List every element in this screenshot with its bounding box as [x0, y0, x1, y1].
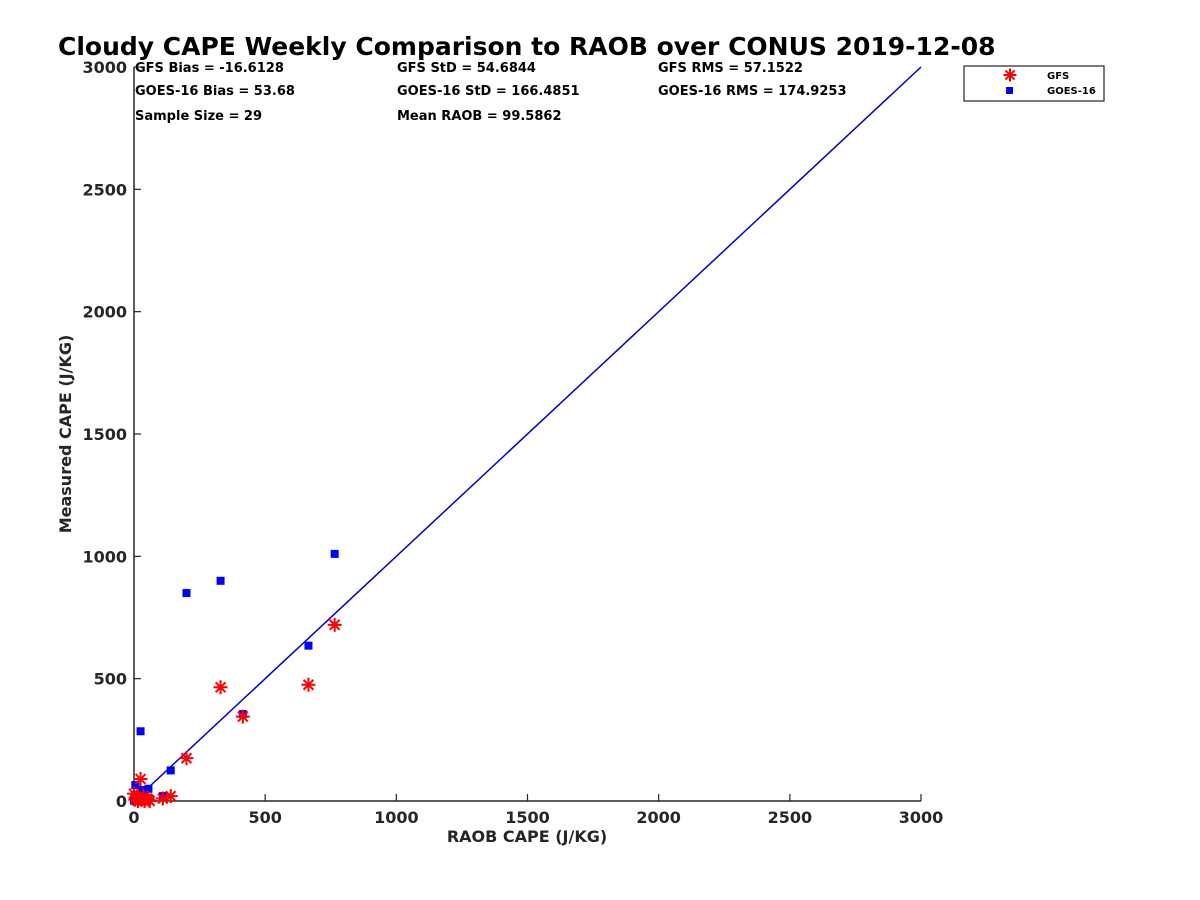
goes-16-point	[137, 785, 146, 794]
tick-group: 0 500 1000 1500 2000 2500 3000 0 500 1000 1500 2000…	[82, 58, 943, 827]
x-tick-label: 500	[248, 808, 281, 827]
goes-16-point	[144, 784, 153, 793]
gfs-point	[213, 680, 228, 695]
y-tick-label: 2500	[82, 180, 127, 199]
gfs-point	[301, 677, 316, 692]
stat-gfs-rms: GFS RMS = 57.1522	[658, 61, 803, 76]
stat-gfs-std: GFS StD = 54.6844	[397, 61, 536, 76]
x-tick-label: 2500	[768, 808, 813, 827]
gfs-point	[133, 771, 148, 786]
y-tick-label: 500	[94, 670, 127, 689]
data-points	[127, 549, 342, 808]
gfs-point	[327, 617, 342, 632]
stat-goes-bias: GOES-16 Bias = 53.68	[135, 84, 295, 99]
stat-goes-rms: GOES-16 RMS = 174.9253	[658, 84, 847, 99]
goes-16-point	[131, 781, 140, 790]
legend-gfs-marker	[1003, 68, 1017, 82]
chart-title: Cloudy CAPE Weekly Comparison to RAOB ov…	[58, 32, 996, 61]
goes-16-point	[136, 727, 145, 736]
stat-sample-size: Sample Size = 29	[135, 109, 262, 124]
x-tick-label: 2000	[636, 808, 681, 827]
gfs-point	[155, 791, 170, 806]
stat-mean-raob: Mean RAOB = 99.5862	[397, 109, 562, 124]
goes-16-point	[216, 576, 225, 585]
goes-16-point	[182, 589, 191, 598]
goes-16-point	[166, 766, 175, 775]
gfs-point	[142, 794, 157, 808]
stat-gfs-bias: GFS Bias = -16.6128	[135, 61, 284, 76]
legend-gfs-asterisk	[1003, 68, 1017, 82]
gfs-point	[163, 789, 178, 804]
x-axis-label: RAOB CAPE (J/KG)	[447, 827, 607, 846]
x-tick-label: 1500	[505, 808, 550, 827]
y-axis-label: Measured CAPE (J/KG)	[56, 335, 75, 534]
x-tick-label: 3000	[899, 808, 944, 827]
legend-goes-marker	[1006, 87, 1013, 94]
y-tick-label: 0	[116, 792, 127, 811]
legend-goes-label: GOES-16	[1047, 86, 1096, 97]
legend-gfs-label: GFS	[1047, 71, 1069, 82]
gfs-point	[179, 751, 194, 766]
y-tick-label: 2000	[82, 303, 127, 322]
y-tick-label: 3000	[82, 58, 127, 77]
one-to-one-line	[133, 66, 922, 802]
legend: GFS GOES-16	[963, 65, 1105, 102]
y-tick-label: 1000	[82, 547, 127, 566]
y-tick-label: 1500	[82, 425, 127, 444]
x-tick-label: 1000	[374, 808, 419, 827]
goes-16-point	[304, 641, 313, 650]
gfs-point	[235, 709, 250, 724]
statistics-block: GFS Bias = -16.6128 GFS StD = 54.6844 GF…	[135, 61, 847, 124]
stat-goes-std: GOES-16 StD = 166.4851	[397, 84, 580, 99]
gfs-point	[136, 789, 151, 804]
legend-box	[963, 65, 1105, 102]
goes-16-point	[330, 549, 339, 558]
x-tick-label: 0	[128, 808, 139, 827]
